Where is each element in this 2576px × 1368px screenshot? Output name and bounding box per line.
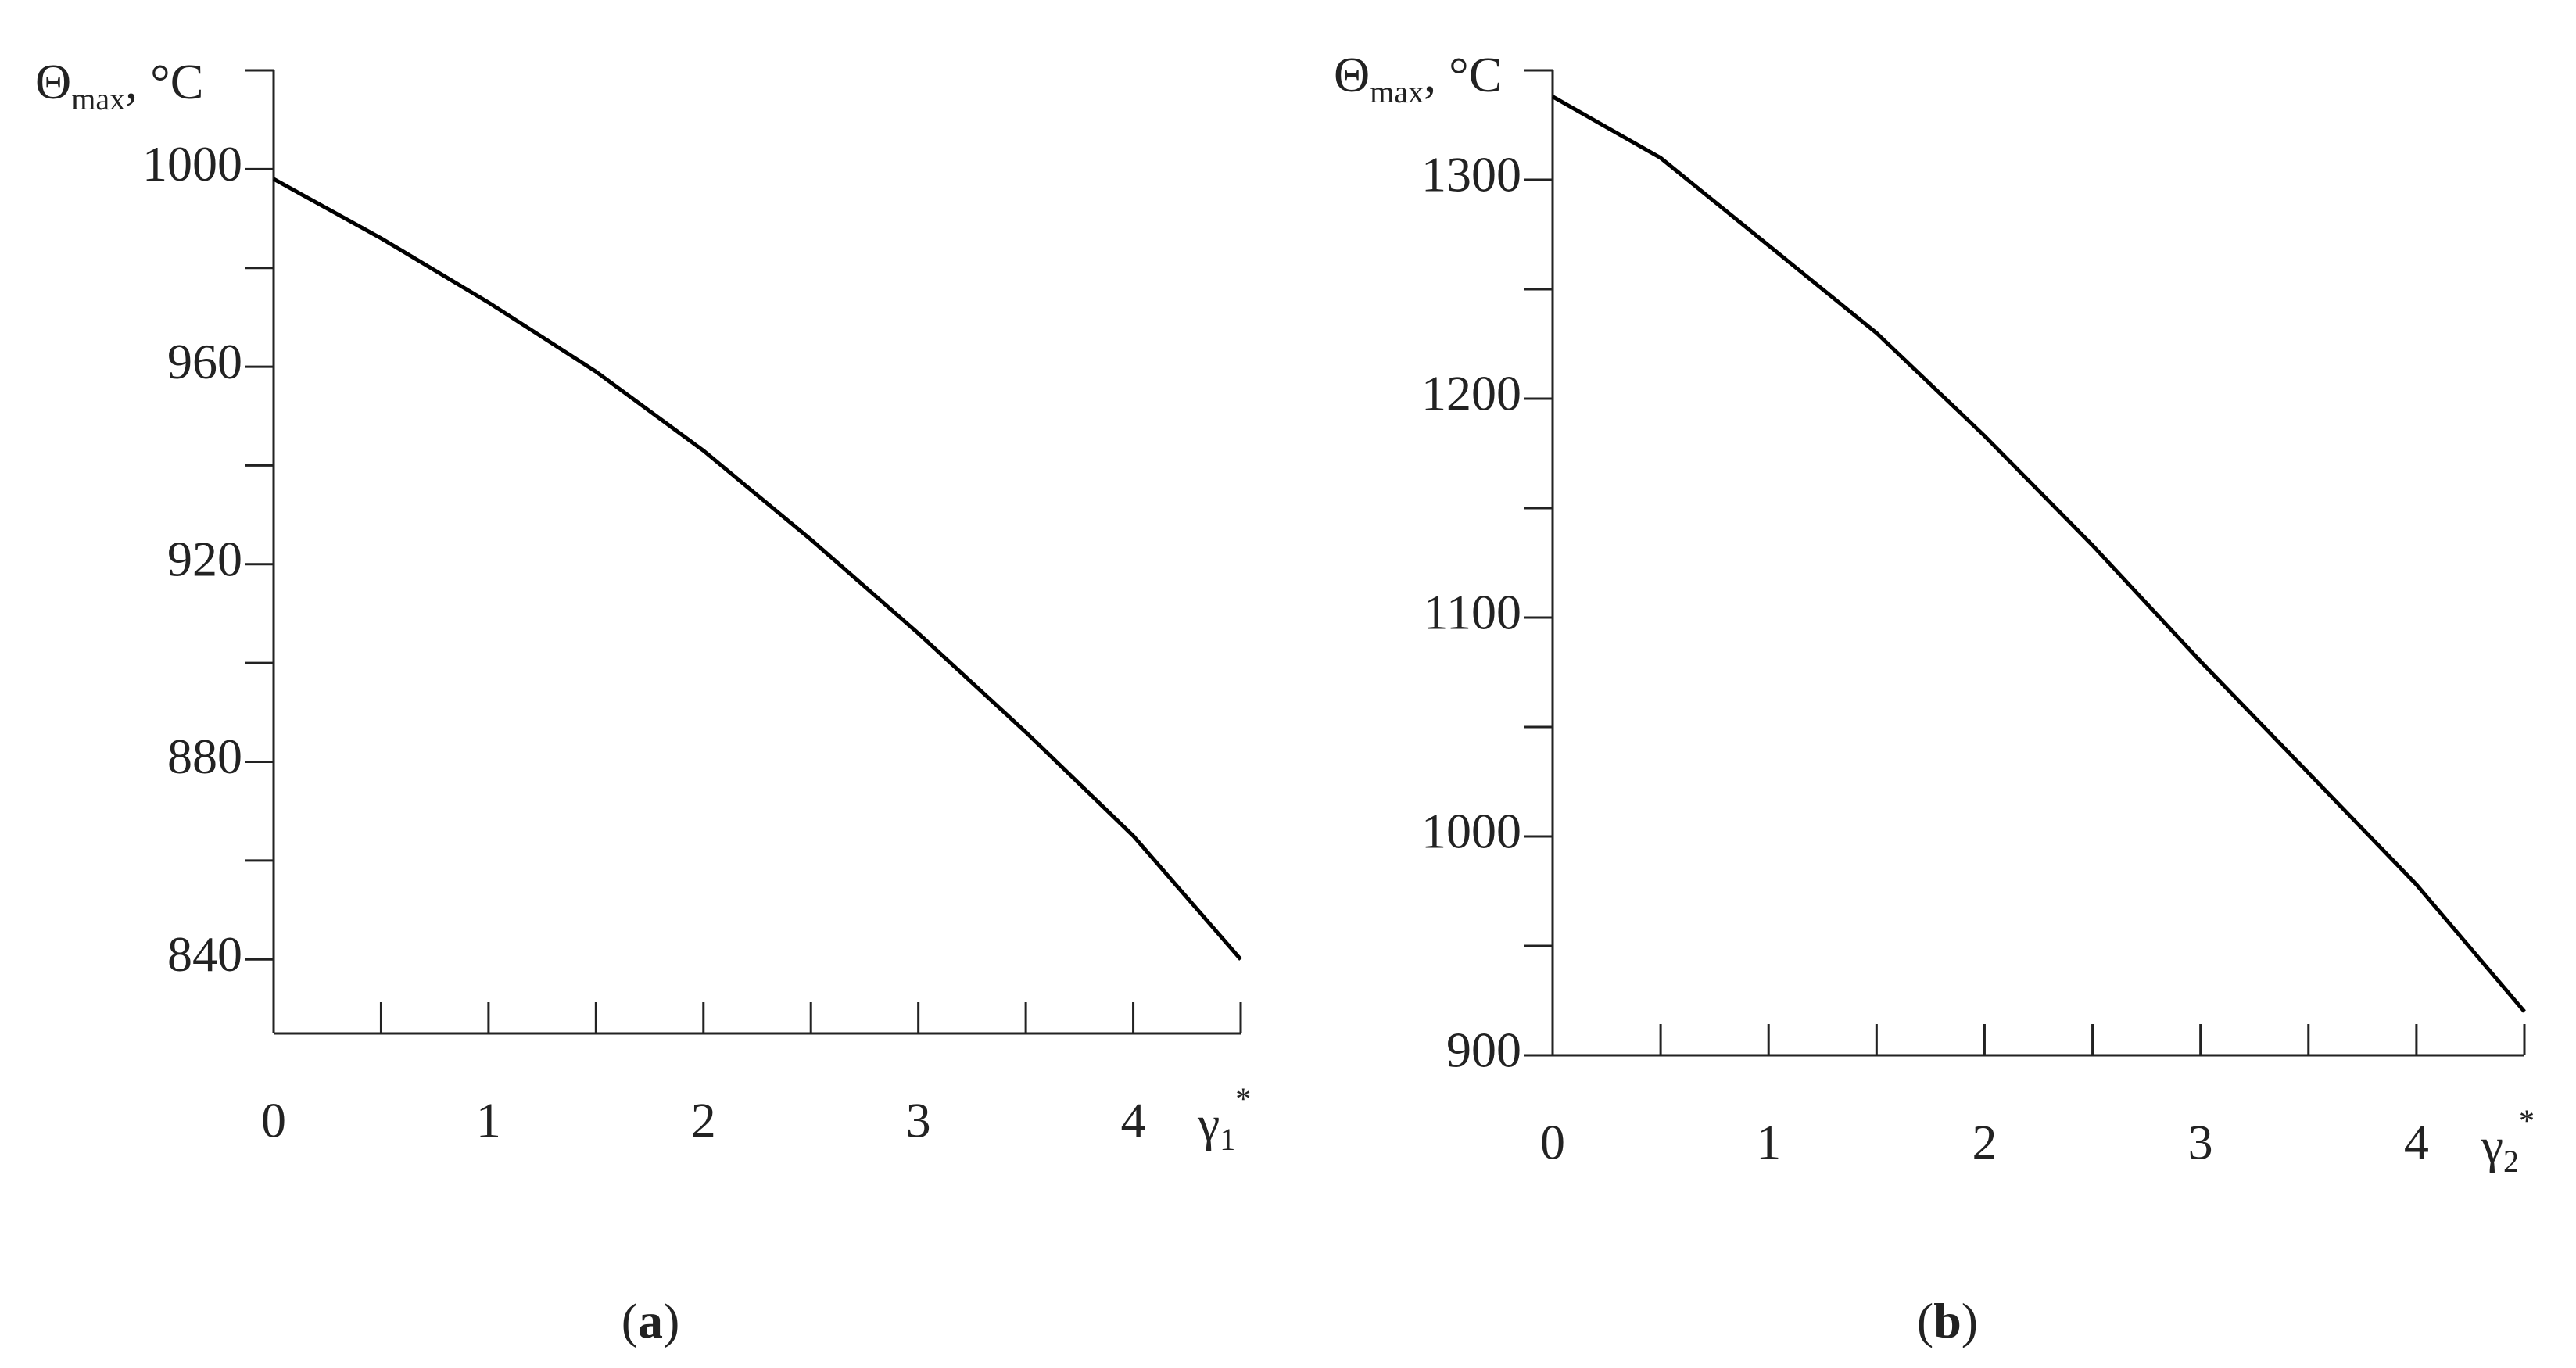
label-unit: , °C (125, 54, 203, 109)
caption-part: ) (1962, 1293, 1978, 1348)
x-tick-label: 2 (1972, 1115, 1997, 1170)
x-tick-label: 0 (261, 1093, 286, 1148)
label-symbol: Θ (1334, 47, 1370, 102)
y-tick-label: 840 (167, 926, 242, 982)
caption-part: ( (622, 1293, 638, 1348)
label-symbol: Θ (35, 54, 71, 109)
label-superscript: * (2519, 1103, 2535, 1138)
data-line (1551, 95, 2526, 1013)
caption: (a) (622, 1293, 680, 1348)
x-axis-label: γ2* (2481, 1103, 2535, 1179)
caption-part: a (638, 1293, 663, 1348)
y-tick-label: 920 (167, 531, 242, 586)
y-tick-label: 880 (167, 729, 242, 784)
y-tick-label: 1000 (142, 136, 242, 192)
label-subscript: 1 (1220, 1122, 1235, 1157)
y-tick-label: 1100 (1423, 585, 1521, 640)
label-subscript: max (71, 81, 125, 116)
y-axis-label: Θmax, °C (1334, 47, 1502, 110)
caption-part: ( (1917, 1293, 1933, 1348)
x-tick-label: 1 (476, 1093, 501, 1148)
y-tick-label: 900 (1446, 1022, 1521, 1078)
label-subscript: max (1370, 74, 1424, 109)
label-superscript: * (1235, 1081, 1251, 1116)
y-axis-label: Θmax, °C (35, 54, 203, 117)
y-tick-label: 1300 (1421, 147, 1521, 202)
x-tick-label: 0 (1540, 1115, 1565, 1170)
label-unit: , °C (1424, 47, 1502, 102)
label-symbol: γ (1197, 1096, 1220, 1151)
y-tick-label: 960 (167, 334, 242, 389)
caption-part: b (1933, 1293, 1962, 1348)
x-tick-label: 3 (2188, 1115, 2213, 1170)
label-subscript: 2 (2503, 1144, 2519, 1179)
x-tick-label: 2 (691, 1093, 716, 1148)
x-tick-label: 1 (1756, 1115, 1781, 1170)
caption: (b) (1917, 1293, 1978, 1348)
y-tick-label: 1000 (1421, 804, 1521, 859)
x-tick-label: 4 (2404, 1115, 2429, 1170)
x-tick-label: 3 (906, 1093, 931, 1148)
label-symbol: γ (2481, 1118, 2503, 1173)
x-axis-label: γ1* (1197, 1081, 1251, 1157)
data-line (272, 177, 1242, 961)
x-tick-label: 4 (1121, 1093, 1146, 1148)
y-tick-label: 1200 (1421, 366, 1521, 421)
caption-part: ) (663, 1293, 679, 1348)
